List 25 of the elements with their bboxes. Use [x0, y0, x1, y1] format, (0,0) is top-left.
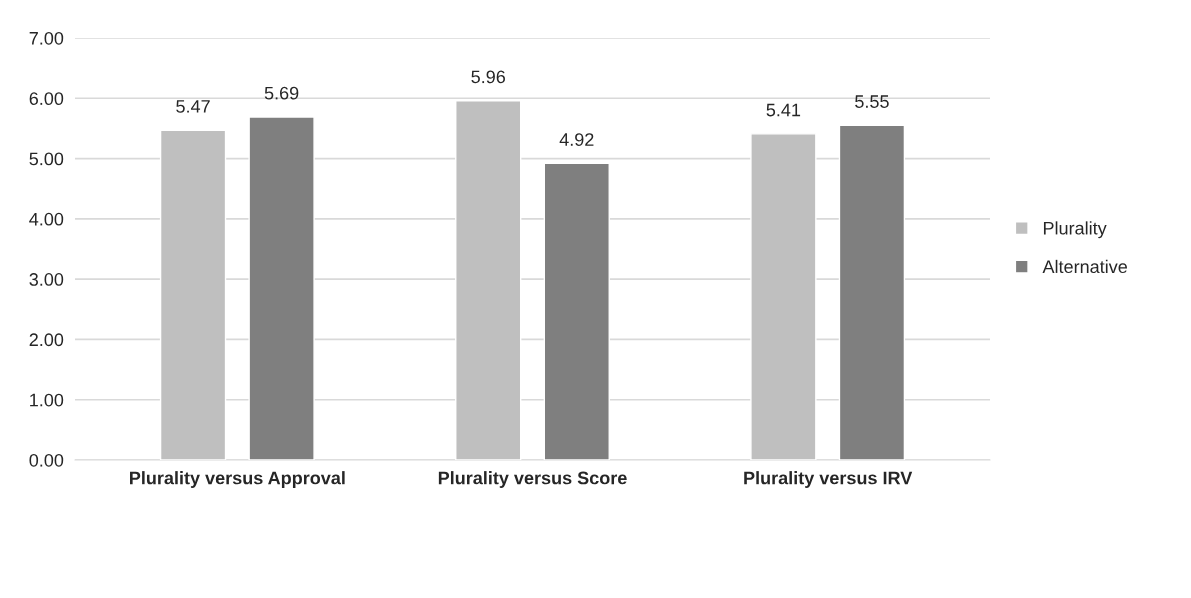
data-label: 5.55 [855, 95, 889, 108]
y-tick-label: 3.00 [29, 273, 64, 286]
x-tick-label: Plurality versus Approval [130, 471, 345, 488]
y-tick-label: 5.00 [29, 152, 64, 166]
data-label: 4.92 [559, 133, 594, 146]
y-tick-label: 1.00 [30, 393, 64, 407]
data-label: 5.69 [264, 86, 299, 100]
bar [248, 116, 315, 460]
y-tick-label: 0.00 [29, 453, 64, 467]
y-tick-label: 7.00 [29, 31, 64, 45]
y-tick-label: 6.00 [29, 92, 64, 106]
bar [455, 100, 522, 460]
y-tick-label: 2.00 [29, 333, 64, 347]
bar [543, 162, 610, 460]
legend-label: Plurality [1043, 221, 1107, 239]
bar [750, 133, 817, 460]
x-tick-label: Plurality versus Score [438, 471, 627, 488]
bar [838, 124, 906, 460]
y-tick-label: 4.00 [29, 212, 64, 226]
x-tick-label: Plurality versus IRV [744, 471, 913, 488]
data-label: 5.96 [471, 70, 505, 84]
data-label: 5.41 [766, 103, 801, 117]
data-label: 5.47 [176, 100, 210, 113]
legend-label: Alternative [1042, 259, 1127, 274]
bar [159, 129, 227, 460]
